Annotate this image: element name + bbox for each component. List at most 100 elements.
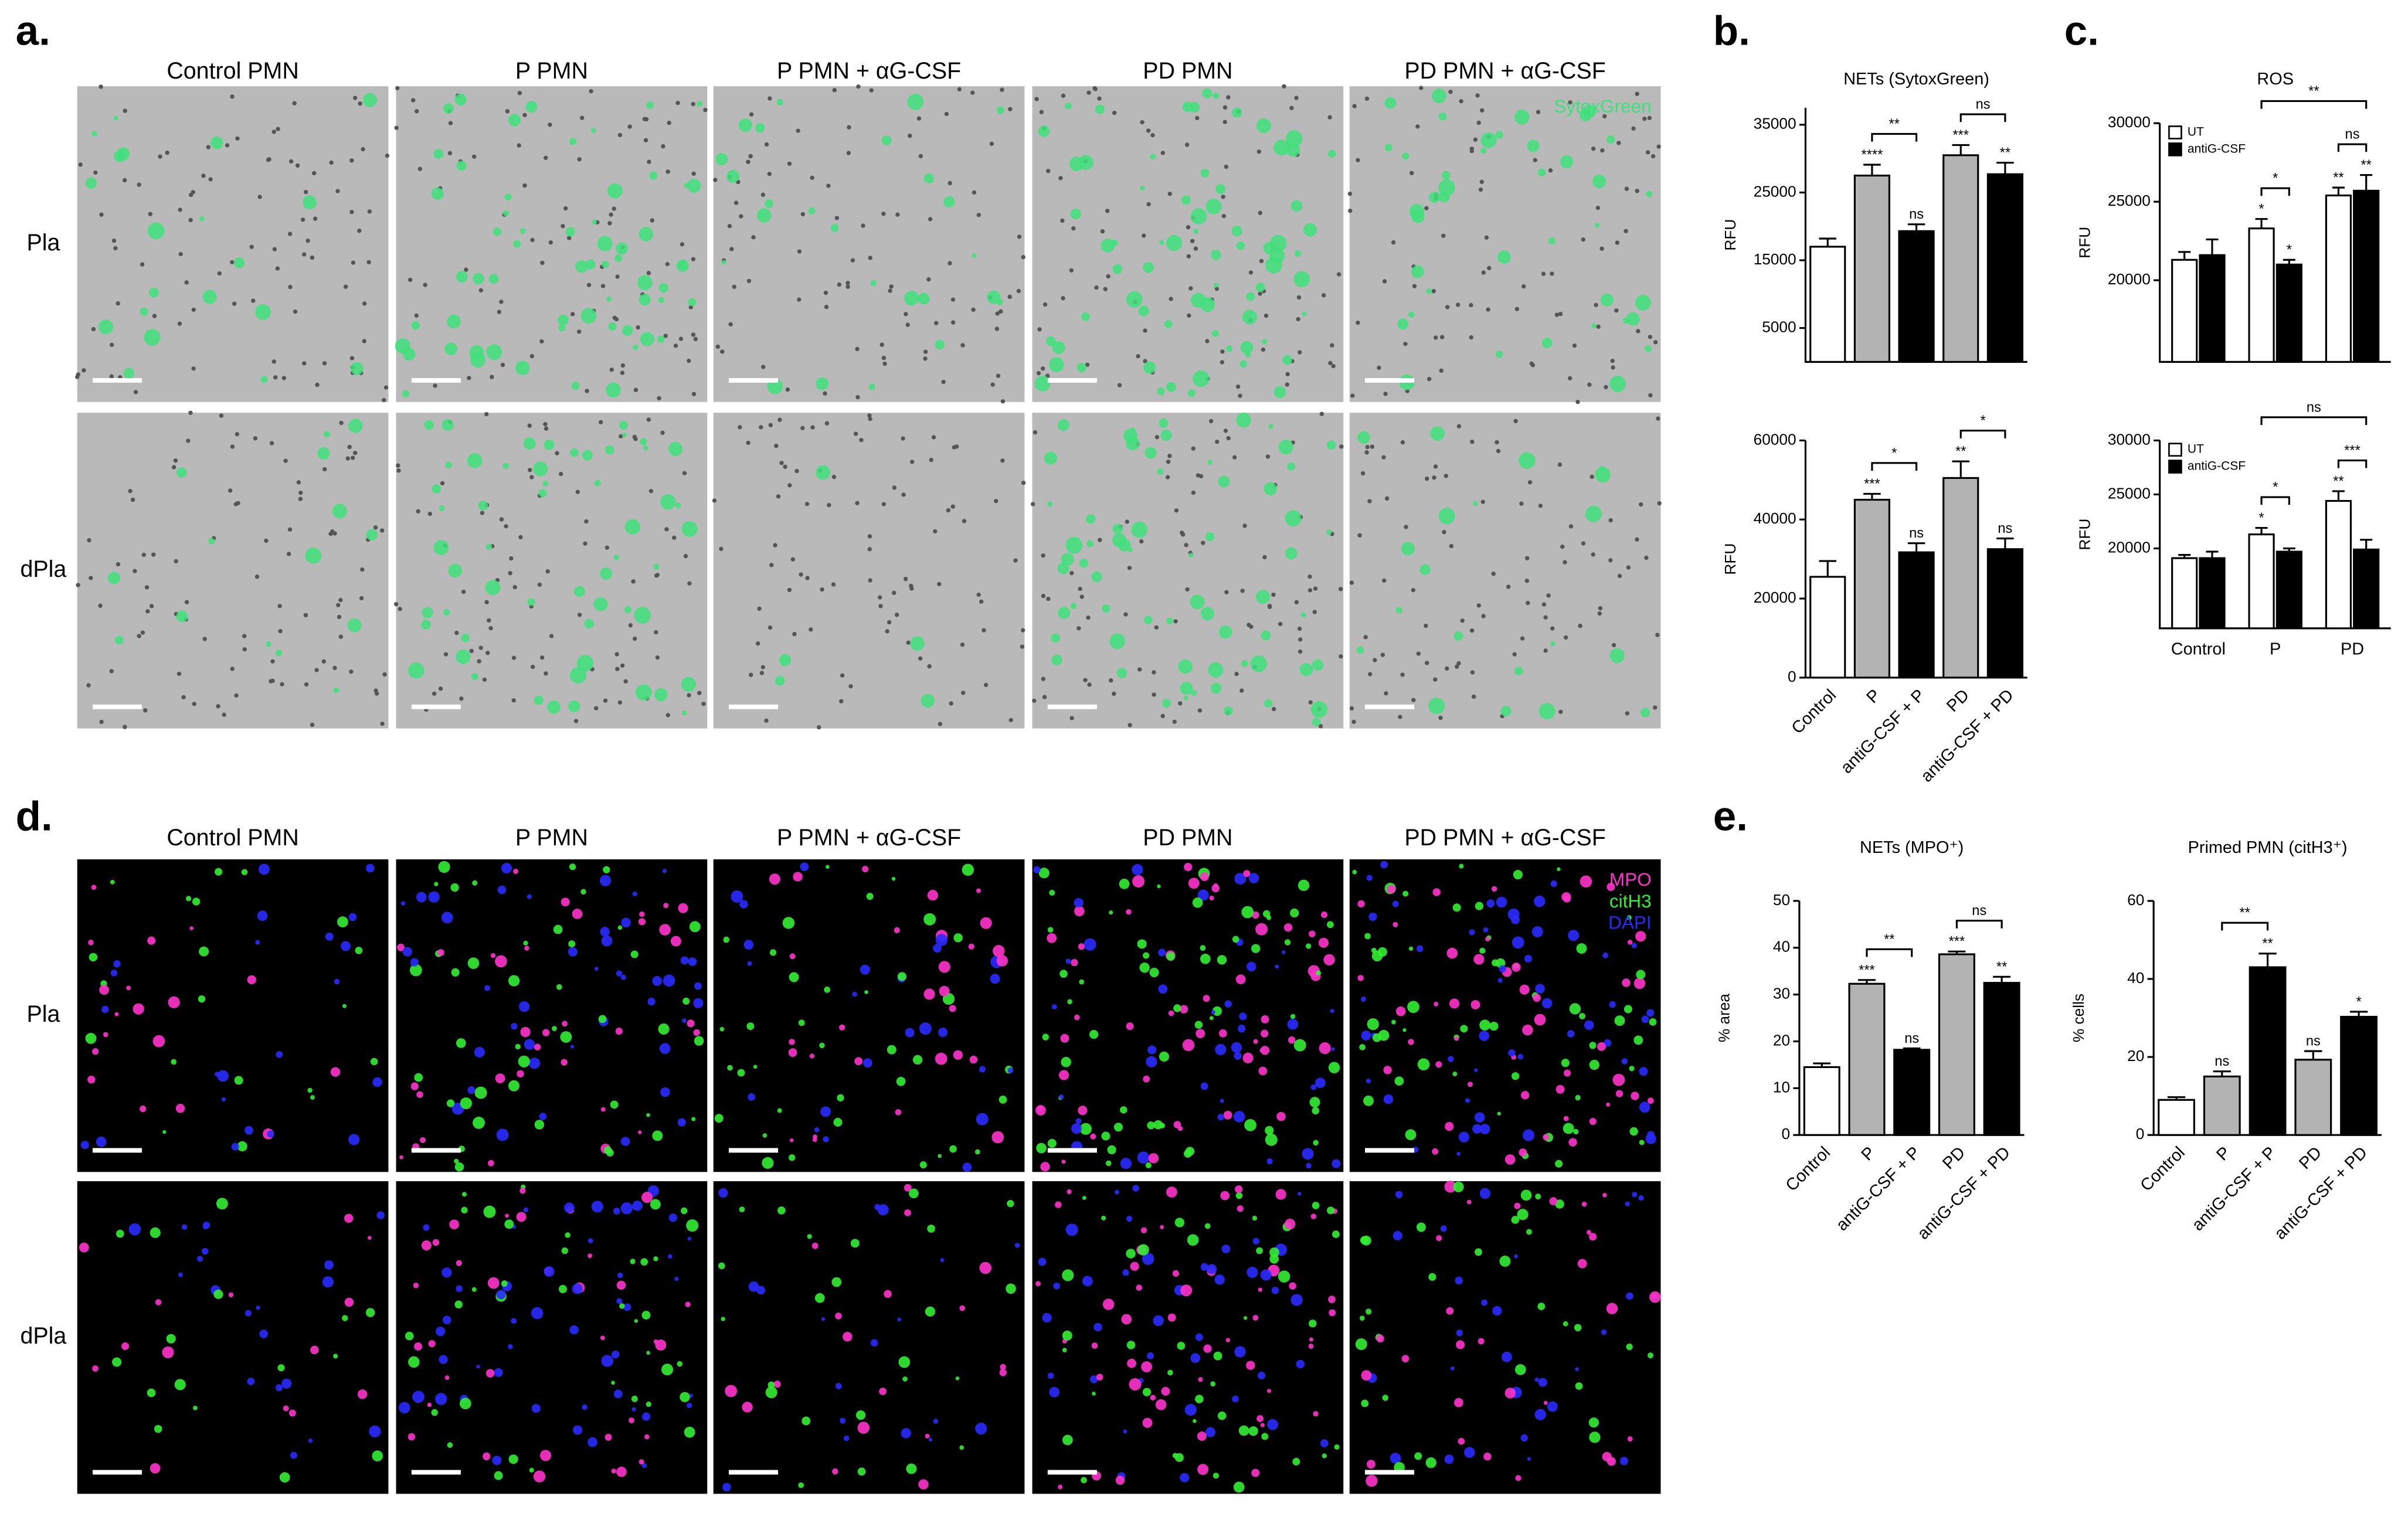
cell (1021, 254, 1025, 260)
cell (1558, 311, 1563, 317)
cell (1560, 544, 1565, 549)
bar (2171, 259, 2198, 363)
stained-cell (1479, 1124, 1490, 1134)
image (77, 86, 389, 402)
stained-cell (1205, 1427, 1215, 1437)
significance-label: ns (1909, 526, 1924, 541)
cell (599, 420, 603, 424)
stained-cell (800, 862, 809, 871)
stained-cell (1367, 1018, 1379, 1031)
stained-cell (244, 1310, 252, 1317)
stained-cell (570, 1045, 575, 1049)
stained-cell (1495, 131, 1503, 139)
cell (78, 162, 83, 167)
stained-cell (1058, 1070, 1069, 1080)
cell (478, 645, 483, 650)
stained-cell (1581, 1201, 1587, 1207)
cell (1480, 499, 1485, 504)
stained-cell (748, 1093, 756, 1101)
stained-cell (1612, 1073, 1625, 1086)
stained-cell (1261, 630, 1271, 641)
stained-cell (1252, 1237, 1259, 1244)
cell (946, 508, 951, 513)
stained-cell (1527, 140, 1540, 152)
cell (188, 410, 193, 415)
stained-cell (80, 1141, 89, 1150)
cell (1123, 612, 1128, 617)
cell (1079, 594, 1084, 599)
cell (1000, 458, 1005, 463)
stained-cell (1479, 947, 1486, 954)
legend-label: UT (2188, 125, 2204, 138)
stained-cell (421, 620, 431, 630)
cell (1098, 538, 1102, 542)
stained-cell (1582, 104, 1597, 118)
stained-cell (1126, 909, 1132, 915)
stained-cell (1239, 1012, 1247, 1021)
stained-cell (1308, 1344, 1314, 1349)
stained-cell (485, 580, 501, 596)
cell (1061, 93, 1066, 98)
cell (577, 613, 582, 617)
bar (2325, 499, 2352, 630)
cell (322, 361, 327, 366)
stained-cell (456, 649, 471, 664)
stained-cell (1190, 1353, 1201, 1363)
cell (1071, 226, 1076, 231)
cell (517, 91, 522, 96)
stained-cell (1000, 1363, 1006, 1371)
chart-title: NETs (SytoxGreen) (1843, 70, 1989, 89)
stained-cell (443, 609, 450, 616)
cell (687, 581, 692, 586)
stained-cell (898, 1356, 911, 1368)
comparison-bracket (1959, 429, 2006, 438)
stained-cell (921, 693, 935, 708)
stained-cell (850, 1239, 860, 1248)
cell (1456, 302, 1461, 307)
cell (512, 585, 517, 590)
stained-cell (788, 1048, 797, 1057)
cell (1020, 644, 1025, 649)
cell (1042, 695, 1047, 699)
stained-cell (573, 1425, 583, 1435)
stained-cell (407, 1433, 416, 1441)
stained-cell (1143, 262, 1154, 273)
micrograph (1349, 1181, 1661, 1494)
stained-cell (461, 634, 470, 642)
stained-cell (1155, 1399, 1167, 1410)
stained-cell (762, 1157, 774, 1169)
stained-cell (1184, 1403, 1197, 1416)
stained-cell (1328, 149, 1336, 158)
stained-cell (1065, 536, 1083, 554)
cell (140, 262, 145, 267)
stained-cell (1577, 1259, 1587, 1269)
stained-cell (1120, 1158, 1132, 1169)
cell (1294, 96, 1299, 100)
axis (2159, 123, 2391, 363)
stained-cell (533, 1470, 546, 1482)
stained-cell (1070, 208, 1081, 220)
comparison-label: ns (2307, 400, 2321, 415)
stained-cell (128, 1223, 141, 1236)
stained-cell (488, 1159, 494, 1167)
stained-cell (414, 1342, 423, 1351)
stained-cell (668, 441, 683, 457)
cell (1097, 96, 1102, 101)
stained-cell (1414, 1452, 1422, 1460)
cell (440, 481, 445, 486)
cell (777, 417, 782, 422)
stained-cell (431, 187, 444, 200)
cell (691, 171, 696, 176)
stained-cell (798, 1482, 804, 1488)
stained-cell (524, 1039, 535, 1050)
stained-cell (935, 934, 948, 946)
stained-cell (1361, 1370, 1372, 1381)
stained-cell (689, 1393, 693, 1398)
stained-cell (1062, 1434, 1073, 1446)
cell (614, 652, 619, 657)
cell (1357, 533, 1362, 538)
stained-cell (721, 1317, 725, 1321)
stained-cell (727, 1065, 733, 1071)
cell (693, 336, 698, 342)
cell (1581, 541, 1586, 546)
